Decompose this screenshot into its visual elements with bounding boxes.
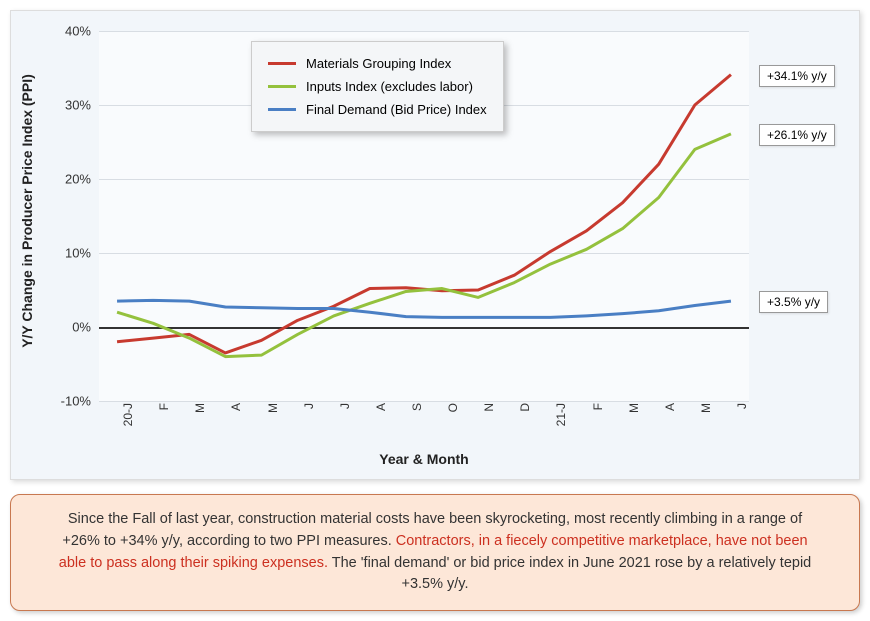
x-tick-label: O — [446, 403, 460, 443]
x-tick-label: A — [663, 403, 677, 443]
x-tick-label: N — [482, 403, 496, 443]
legend-swatch — [268, 108, 296, 111]
legend-item: Inputs Index (excludes labor) — [268, 75, 487, 98]
y-tick-label: -10% — [41, 394, 91, 409]
x-tick-label: F — [591, 403, 605, 443]
x-tick-label: J — [338, 403, 352, 443]
y-tick-label: 0% — [41, 320, 91, 335]
y-tick-label: 10% — [41, 246, 91, 261]
x-tick-label: 20-J — [121, 403, 135, 443]
y-tick-label: 40% — [41, 24, 91, 39]
y-axis-title: Y/Y Change in Producer Price Index (PPI) — [19, 74, 35, 348]
series-line — [117, 300, 731, 317]
x-tick-label: 21-J — [554, 403, 568, 443]
x-tick-label: A — [229, 403, 243, 443]
x-tick-label: S — [410, 403, 424, 443]
legend-label: Inputs Index (excludes labor) — [306, 79, 473, 94]
x-tick-label: D — [518, 403, 532, 443]
x-axis-title: Year & Month — [99, 451, 749, 467]
ppi-line-chart: Y/Y Change in Producer Price Index (PPI)… — [10, 10, 860, 480]
y-tick-label: 20% — [41, 172, 91, 187]
x-tick-label: J — [735, 403, 749, 443]
x-tick-label: J — [302, 403, 316, 443]
caption-box: Since the Fall of last year, constructio… — [10, 494, 860, 611]
series-callout: +3.5% y/y — [759, 291, 828, 313]
x-tick-label: F — [157, 403, 171, 443]
legend-swatch — [268, 62, 296, 65]
legend-item: Materials Grouping Index — [268, 52, 487, 75]
legend-item: Final Demand (Bid Price) Index — [268, 98, 487, 121]
series-callout: +34.1% y/y — [759, 65, 835, 87]
legend-label: Materials Grouping Index — [306, 56, 451, 71]
series-callout: +26.1% y/y — [759, 124, 835, 146]
x-tick-label: M — [193, 403, 207, 443]
legend-label: Final Demand (Bid Price) Index — [306, 102, 487, 117]
x-tick-label: A — [374, 403, 388, 443]
series-line — [117, 134, 731, 357]
x-tick-label: M — [627, 403, 641, 443]
caption-text-after: The 'final demand' or bid price index in… — [332, 555, 811, 593]
x-tick-label: M — [266, 403, 280, 443]
y-tick-label: 30% — [41, 98, 91, 113]
x-tick-label: M — [699, 403, 713, 443]
legend-swatch — [268, 85, 296, 88]
chart-legend: Materials Grouping Index Inputs Index (ex… — [251, 41, 504, 132]
